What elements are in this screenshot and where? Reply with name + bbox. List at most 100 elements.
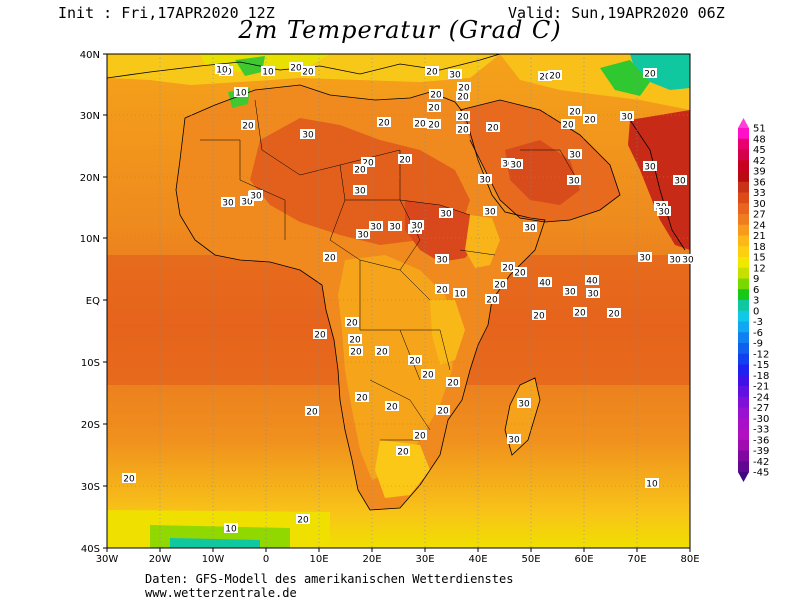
data-source-credit: Daten: GFS-Modell des amerikanischen Wet… (145, 572, 514, 586)
contour-label: 20 (376, 348, 388, 358)
contour-label-bg (369, 221, 383, 231)
contour-label-bg (353, 164, 367, 174)
colorbar-segment (738, 138, 749, 150)
contour-label: 20 (608, 310, 620, 320)
colorbar-segment (738, 289, 749, 301)
colorbar-level-label: 24 (753, 220, 766, 231)
contour-label: 20 (447, 379, 459, 389)
colorbar-level-label: 33 (753, 188, 766, 199)
contour-label: 20 (242, 122, 254, 132)
colorbar-level-label: -9 (753, 339, 763, 350)
contour-label: 30 (484, 208, 496, 218)
contour-label: 20 (314, 331, 326, 341)
contour-label: 20 (430, 91, 442, 101)
contour-label-bg (413, 118, 427, 128)
contour-label: 10 (262, 68, 274, 78)
contour-label: 20 (354, 166, 366, 176)
colorbar-level-label: 42 (753, 156, 766, 167)
contour-label-bg (408, 355, 422, 365)
southern-ocean-teal-zone (170, 538, 260, 548)
contour-label-bg (638, 252, 652, 262)
colorbar (738, 118, 749, 482)
contour-label: 20 (290, 64, 302, 74)
contour-label: 20 (436, 286, 448, 296)
contour-label-bg (501, 262, 515, 272)
europe-coastline (107, 54, 501, 79)
contour-label: 30 (587, 290, 599, 300)
contour-label: 20 (356, 394, 368, 404)
contour-label: 30 (524, 224, 536, 234)
contour-label: 10 (454, 290, 466, 300)
colorbar-segment (738, 375, 749, 387)
contour-label: 30 (389, 223, 401, 233)
colorbar-segment (738, 364, 749, 376)
contour-label-bg (456, 124, 470, 134)
contour-label-bg (643, 68, 657, 78)
india-coastline (629, 119, 686, 251)
contour-label: 30 (674, 177, 686, 187)
contour-label-bg (457, 82, 471, 92)
contour-label-bg (435, 284, 449, 294)
contour-label-bg (493, 279, 507, 289)
contour-label-bg (568, 106, 582, 116)
valid-time: Valid: Sun,19APR2020 06Z (508, 4, 725, 22)
colorbar-level-label: 9 (753, 274, 759, 285)
lon-label: 30E (415, 554, 434, 565)
contour-label-bg (361, 157, 375, 167)
map-title: 2m Temperatur (Grad C) (238, 16, 562, 44)
contour-label: 20 (362, 159, 374, 169)
colorbar-level-label: 6 (753, 285, 759, 296)
contour-label-bg (478, 174, 492, 184)
contour-label: 30 (436, 256, 448, 266)
contour-label: 20 (487, 124, 499, 134)
contour-label: 30 (250, 192, 262, 202)
colorbar-segment (738, 332, 749, 344)
himalaya-cold-zone (630, 54, 690, 90)
contour-label-bg (413, 430, 427, 440)
contour-label-bg (523, 222, 537, 232)
contour-label: 20 (533, 312, 545, 322)
website-credit: www.wetterzentrale.de (145, 586, 297, 600)
contour-label-bg (486, 122, 500, 132)
contour-label: 20 (494, 281, 506, 291)
contour-label: 20 (350, 348, 362, 358)
colorbar-bottom-arrow (738, 472, 749, 482)
contour-label-bg (568, 149, 582, 159)
contour-label-bg (289, 62, 303, 72)
contour-label: 30 (502, 160, 514, 170)
colorbar-level-label: -39 (753, 446, 769, 457)
contour-label-bg (305, 406, 319, 416)
contour-label: 30 (409, 226, 421, 236)
contour-label: 30 (440, 210, 452, 220)
contour-label: 20 (584, 116, 596, 126)
contour-label: 20 (422, 371, 434, 381)
colorbar-level-label: 45 (753, 145, 766, 156)
colorbar-level-label: 21 (753, 231, 766, 242)
contour-label: 20 (409, 357, 421, 367)
colorbar-top-arrow (738, 118, 749, 128)
colorbar-level-label: -21 (753, 382, 769, 393)
contour-label: 20 (458, 84, 470, 94)
contour-label-bg (398, 154, 412, 164)
contour-label-bg (561, 119, 575, 129)
colorbar-segment (738, 171, 749, 183)
colorbar-segment (738, 160, 749, 172)
contour-label: 20 (414, 120, 426, 130)
contour-label: 30 (568, 177, 580, 187)
contour-label-bg (456, 91, 470, 101)
contour-label: 30 (639, 254, 651, 264)
colorbar-segment (738, 450, 749, 462)
contour-label: 20 (569, 108, 581, 118)
contour-label: 20 (457, 126, 469, 136)
contour-label-bg (673, 175, 687, 185)
contour-label-bg (410, 220, 424, 230)
lat-label: 20N (80, 173, 100, 184)
colorbar-segment (738, 149, 749, 161)
init-time: Init : Fri,17APR2020 12Z (58, 4, 275, 22)
contour-label-bg (439, 208, 453, 218)
contour-label-bg (377, 117, 391, 127)
contour-label: 20 (386, 403, 398, 413)
contour-label: 20 (324, 254, 336, 264)
south-africa-cool-zone (375, 440, 430, 498)
